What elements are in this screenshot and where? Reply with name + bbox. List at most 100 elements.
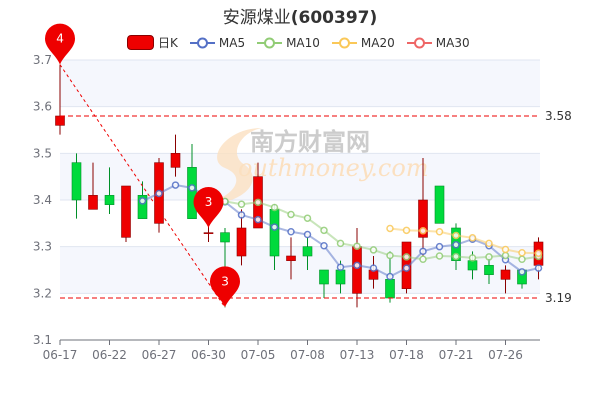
candle[interactable]	[500, 265, 511, 294]
candle-body	[352, 246, 362, 294]
ma-point-ma20	[402, 226, 411, 235]
y-tick-label: 3.7	[33, 53, 52, 67]
ma-point-ma20	[435, 227, 444, 236]
ma-point-ma5	[171, 181, 180, 189]
candle[interactable]	[418, 158, 428, 256]
mark-line-label: 3.58	[545, 109, 572, 123]
candle[interactable]	[170, 134, 181, 177]
candle-body	[269, 209, 280, 257]
candle-body	[220, 232, 230, 243]
pin-label: 3	[205, 195, 213, 209]
ma-point-ma5	[402, 264, 411, 272]
pin-icon	[45, 23, 75, 65]
ma-point-ma5	[419, 247, 427, 256]
pin-icon	[210, 266, 240, 308]
candle-body	[137, 195, 148, 219]
ma-point-ma5	[287, 227, 295, 236]
ma-point-ma10	[287, 210, 295, 219]
candle[interactable]	[319, 269, 329, 298]
ma-point-ma5	[336, 263, 345, 271]
ma-point-ma20	[452, 231, 460, 240]
ma-point-ma10	[336, 239, 345, 248]
ma-line-ma20	[389, 227, 539, 255]
watermark-en: outhmoney.com	[238, 154, 429, 182]
candle-body	[170, 153, 181, 168]
candle-body	[71, 162, 82, 201]
pin-icon	[193, 187, 224, 228]
legend-item-ma10[interactable]: MA10	[257, 36, 320, 50]
grid-band	[60, 153, 540, 200]
ma-point-ma10	[518, 255, 526, 264]
x-tick-label: 07-21	[439, 348, 474, 362]
x-tick-label: 06-27	[142, 348, 177, 362]
ma-point-ma5	[386, 272, 394, 281]
mark-point-pin[interactable]: 3	[193, 187, 224, 228]
candle[interactable]	[434, 185, 445, 224]
ma-point-ma5	[254, 215, 262, 224]
legend-item-ma5[interactable]: MA5	[189, 36, 245, 50]
candle-body	[434, 185, 445, 224]
ma-point-ma10	[386, 251, 394, 260]
stock-code: (600397)	[290, 8, 378, 28]
legend-item-ma30[interactable]: MA30	[406, 36, 470, 50]
ma-point-ma20	[468, 234, 477, 242]
ma-point-ma20	[501, 245, 510, 254]
ma-point-ma5	[303, 230, 312, 239]
candle-body	[385, 279, 395, 299]
ma-point-ma10	[237, 200, 246, 208]
ma-point-ma20	[386, 224, 394, 233]
ma-point-ma5	[353, 261, 361, 270]
ma10-legend-icon	[257, 37, 283, 48]
stock-name: 安源煤业	[222, 8, 291, 28]
candle-body	[203, 232, 214, 234]
candle[interactable]	[104, 167, 115, 214]
candle[interactable]	[121, 185, 131, 242]
ma-point-ma20	[518, 248, 526, 257]
ma-point-ma5	[452, 241, 460, 249]
ma-point-ma10	[501, 251, 510, 260]
y-tick-label: 3.2	[33, 286, 52, 300]
y-tick-label: 3.4	[33, 193, 52, 207]
chart-title: 安源煤业(600397)	[0, 3, 600, 28]
ma-point-ma5	[138, 197, 147, 205]
ma-point-ma10	[320, 226, 328, 235]
ma-point-ma5	[534, 264, 543, 272]
watermark-cn: 南方财富网	[250, 128, 370, 156]
ma-point-ma10	[402, 253, 411, 261]
ma-point-ma10	[452, 252, 460, 261]
candle-body	[319, 269, 329, 285]
ma-point-ma10	[303, 214, 312, 222]
candle-legend-icon	[127, 35, 154, 50]
candle[interactable]	[88, 162, 98, 210]
candle-body	[121, 185, 131, 238]
mark-point-pin[interactable]: 3	[210, 266, 240, 308]
legend-item-ma20[interactable]: MA20	[331, 36, 395, 50]
ma-point-ma5	[518, 268, 526, 276]
candle-body	[286, 255, 296, 261]
ma-point-ma5	[155, 189, 163, 198]
ma-point-ma10	[254, 198, 262, 207]
candle-body	[236, 227, 247, 257]
ma-point-ma10	[435, 252, 444, 260]
candle[interactable]	[71, 153, 82, 219]
mark-point-pin[interactable]: 4	[45, 23, 75, 65]
y-tick-label: 3.5	[33, 146, 52, 160]
x-tick-label: 07-13	[340, 348, 375, 362]
legend-item-daily-k[interactable]: 日K	[127, 34, 178, 51]
candle[interactable]	[286, 237, 296, 280]
candle[interactable]	[302, 237, 313, 270]
ma30-legend-icon	[406, 37, 432, 48]
y-tick-label: 3.6	[33, 100, 52, 114]
ma-point-ma5	[435, 242, 444, 251]
x-tick-label: 06-22	[92, 348, 127, 362]
ma-point-ma10	[369, 246, 378, 254]
mark-line-label: 3.19	[545, 291, 572, 305]
x-tick-label: 07-18	[389, 348, 424, 362]
ma-point-ma20	[485, 239, 493, 248]
ma-point-ma10	[468, 254, 477, 262]
ma-point-ma10	[353, 242, 361, 250]
ma-point-ma10	[419, 255, 427, 264]
pin-label: 3	[221, 274, 229, 288]
ma20-legend-icon	[331, 37, 357, 48]
x-tick-label: 07-05	[241, 348, 276, 362]
